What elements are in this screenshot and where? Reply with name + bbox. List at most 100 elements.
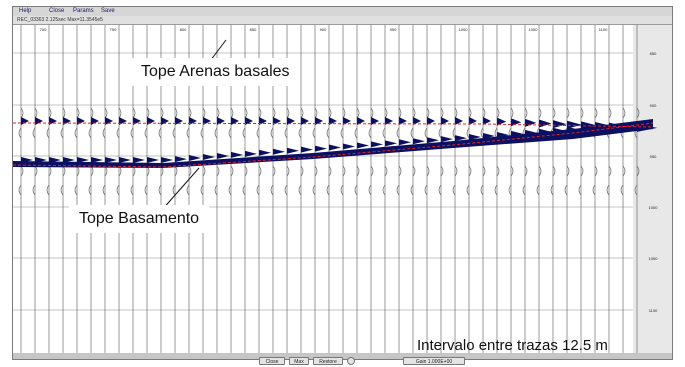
- gain-field[interactable]: Gain 1.000E+00: [403, 357, 465, 365]
- trace-wiggle: [216, 107, 220, 119]
- menu-close[interactable]: Close: [49, 8, 65, 14]
- trace-wiggle: [258, 165, 262, 177]
- restore-button[interactable]: Restore: [313, 357, 343, 365]
- trace-wiggle: [578, 184, 582, 196]
- trace-wiggle: [594, 165, 598, 177]
- trace-wiggle: [524, 165, 528, 177]
- upper-event-peak: [231, 117, 239, 125]
- trace-wiggle: [328, 107, 332, 119]
- trace-wiggle: [510, 107, 514, 119]
- trace-wiggle: [214, 127, 218, 139]
- trace-wiggle: [144, 184, 148, 196]
- horizon-arenas-basales: [13, 122, 654, 128]
- trace-wiggle: [522, 184, 526, 196]
- trace-wiggle: [272, 107, 276, 119]
- trace-wiggle: [328, 165, 332, 177]
- time-tick-label: 1100: [649, 308, 658, 313]
- upper-event-peak: [525, 118, 537, 127]
- lower-event-peak: [399, 139, 411, 146]
- trace-tick-label: 700: [40, 27, 47, 32]
- trace-wiggle: [130, 184, 134, 196]
- label-tope-arenas-basales: Tope Arenas basales: [131, 58, 300, 86]
- upper-event-peak: [469, 117, 477, 125]
- trace-wiggle: [174, 107, 178, 119]
- trace-wiggle: [398, 165, 402, 177]
- menu-params[interactable]: Params: [73, 8, 94, 14]
- trace-wiggle: [354, 184, 358, 196]
- trace-wiggle: [382, 184, 386, 196]
- trace-wiggle: [186, 127, 190, 139]
- lower-event-peak: [301, 146, 313, 153]
- trace-wiggle: [438, 127, 442, 139]
- upper-event-peak: [259, 117, 267, 125]
- trace-wiggle: [188, 165, 192, 177]
- trace-wiggle: [480, 127, 484, 139]
- trace-wiggle: [426, 165, 430, 177]
- trace-wiggle: [342, 107, 346, 119]
- lower-event-peak: [77, 157, 89, 163]
- trace-wiggle: [158, 184, 162, 196]
- trace-wiggle: [622, 107, 626, 119]
- trace-wiggle: [158, 127, 162, 139]
- trace-wiggle: [46, 127, 50, 139]
- lower-event-peak: [315, 145, 327, 152]
- leader-line-basamento: [160, 167, 200, 212]
- lower-event-peak: [469, 134, 481, 141]
- upper-event-peak: [553, 120, 567, 129]
- trace-wiggle: [62, 107, 66, 119]
- trace-wiggle: [496, 165, 500, 177]
- trace-wiggle: [538, 107, 542, 119]
- trace-wiggle: [228, 184, 232, 196]
- trace-wiggle: [356, 165, 360, 177]
- menu-help[interactable]: Help: [19, 8, 32, 14]
- upper-event-peak: [539, 119, 552, 128]
- trace-wiggle: [410, 127, 414, 139]
- trace-wiggle: [370, 165, 374, 177]
- close-button[interactable]: Close: [259, 357, 285, 365]
- lower-event-peak: [189, 155, 201, 162]
- upper-event-peak: [273, 117, 281, 125]
- trace-tick-label: 850: [250, 27, 257, 32]
- trace-wiggle: [32, 184, 36, 196]
- lower-event-peak: [371, 141, 383, 148]
- menu-save[interactable]: Save: [101, 8, 115, 14]
- trace-wiggle: [258, 107, 262, 119]
- trace-wiggle: [244, 165, 248, 177]
- trace-wiggle: [566, 107, 570, 119]
- trace-wiggle: [440, 107, 444, 119]
- trace-wiggle: [438, 184, 442, 196]
- trace-wiggle: [536, 184, 540, 196]
- trace-wiggle: [20, 107, 24, 119]
- trace-wiggle: [284, 127, 288, 139]
- trace-wiggle: [314, 107, 318, 119]
- trace-wiggle: [202, 165, 206, 177]
- trace-wiggle: [172, 184, 176, 196]
- lower-event-peak: [203, 154, 215, 160]
- trace-wiggle: [580, 165, 584, 177]
- trace-wiggle: [286, 107, 290, 119]
- trace-wiggle: [340, 127, 344, 139]
- time-tick-label: 900: [650, 103, 657, 108]
- max-button[interactable]: Max: [289, 357, 309, 365]
- trace-wiggle: [118, 107, 122, 119]
- lower-event-peak: [427, 137, 439, 144]
- refresh-icon[interactable]: [347, 357, 355, 365]
- wiggle-traces: [13, 25, 658, 353]
- trace-wiggle: [116, 184, 120, 196]
- trace-wiggle: [90, 107, 94, 119]
- trace-wiggle: [396, 127, 400, 139]
- trace-wiggle: [494, 184, 498, 196]
- trace-wiggle: [104, 107, 108, 119]
- upper-event-peak: [497, 117, 507, 126]
- trace-wiggle: [440, 165, 444, 177]
- trace-wiggle: [256, 127, 260, 139]
- upper-event-peak: [287, 117, 295, 125]
- upper-event-peak: [105, 117, 113, 125]
- trace-wiggle: [244, 107, 248, 119]
- trace-wiggle: [538, 165, 542, 177]
- time-tick-label: 850: [650, 51, 657, 56]
- upper-event-peak: [455, 117, 463, 125]
- trace-wiggle: [242, 184, 246, 196]
- trace-wiggle: [88, 184, 92, 196]
- trace-wiggle: [102, 184, 106, 196]
